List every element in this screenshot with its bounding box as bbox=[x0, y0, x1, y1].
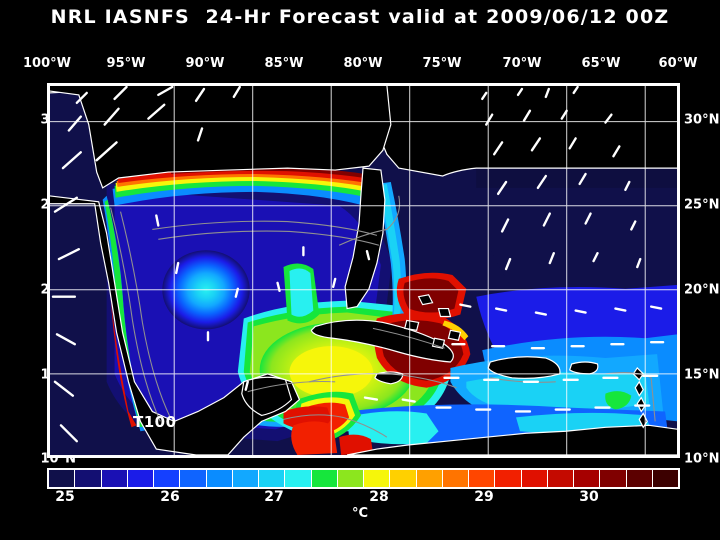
colorbar-tick-27: 27 bbox=[264, 489, 284, 505]
colorbar-cell-10 bbox=[311, 470, 338, 487]
colorbar-unit-label: °C bbox=[351, 506, 369, 521]
lat-label-right-25n: 25°N bbox=[684, 197, 720, 213]
lon-label-75w: 75°W bbox=[422, 56, 462, 71]
land-florida bbox=[344, 167, 386, 310]
colorbar-cell-5 bbox=[180, 470, 207, 487]
lon-label-95w: 95°W bbox=[106, 56, 146, 71]
colorbar-cell-20 bbox=[574, 470, 601, 487]
colorbar-cell-11 bbox=[337, 470, 364, 487]
lat-label-right-30n: 30°N bbox=[684, 112, 720, 128]
lat-label-right-10n: 10°N bbox=[684, 451, 720, 467]
current-vectors bbox=[51, 85, 665, 443]
colorbar-cell-23 bbox=[652, 470, 678, 487]
colorbar-tick-29: 29 bbox=[474, 489, 494, 505]
colorbar-cell-22 bbox=[626, 470, 653, 487]
colorbar-cell-1 bbox=[75, 470, 102, 487]
colorbar-cell-3 bbox=[127, 470, 154, 487]
landmasses bbox=[49, 85, 678, 456]
colorbar-cell-2 bbox=[101, 470, 128, 487]
lon-label-60w: 60°W bbox=[658, 56, 698, 71]
lon-label-90w: 90°W bbox=[185, 56, 225, 71]
bathymetry-contours bbox=[110, 195, 656, 438]
lon-label-100w: 100°W bbox=[23, 56, 71, 71]
colorbar-cell-19 bbox=[547, 470, 574, 487]
lon-label-70w: 70°W bbox=[502, 56, 542, 71]
colorbar-tick-30: 30 bbox=[579, 489, 599, 505]
atlantic-upper-dark bbox=[476, 169, 678, 188]
colorbar-cell-6 bbox=[206, 470, 233, 487]
land-bahamas bbox=[404, 294, 462, 349]
land-puerto-rico bbox=[568, 361, 599, 375]
panama-coast-red bbox=[339, 434, 373, 456]
colorbar-cell-14 bbox=[416, 470, 443, 487]
colorbar-cell-13 bbox=[390, 470, 417, 487]
land-us-gulf-coast bbox=[49, 85, 392, 189]
lon-label-80w: 80°W bbox=[343, 56, 383, 71]
lat-label-right-20n: 20°N bbox=[684, 282, 720, 298]
land-yucatan bbox=[241, 376, 293, 417]
colorbar-cell-16 bbox=[469, 470, 496, 487]
central-america-upwell-red bbox=[291, 421, 338, 456]
colorbar-cell-9 bbox=[285, 470, 312, 487]
colorbar-cell-4 bbox=[154, 470, 181, 487]
map-plot-area[interactable] bbox=[47, 83, 680, 458]
florida-straits-core bbox=[379, 183, 402, 330]
colorbar-cell-18 bbox=[521, 470, 548, 487]
colorbar-cell-0 bbox=[49, 470, 76, 487]
lat-label-right-15n: 15°N bbox=[684, 367, 720, 383]
colorbar-cell-17 bbox=[495, 470, 522, 487]
colorbar-cell-21 bbox=[600, 470, 627, 487]
lon-label-85w: 85°W bbox=[264, 56, 304, 71]
colorbar-cell-12 bbox=[364, 470, 391, 487]
colorbar-tick-25: 25 bbox=[55, 489, 75, 505]
bahamas-bank-edge-yellow bbox=[442, 320, 469, 341]
colorbar-cell-8 bbox=[259, 470, 286, 487]
land-south-america bbox=[346, 424, 678, 456]
gulf-west-coast-green bbox=[104, 199, 148, 428]
land-mexico-central-america bbox=[49, 195, 301, 456]
colorbar-tick-28: 28 bbox=[369, 489, 389, 505]
lon-label-65w: 65°W bbox=[581, 56, 621, 71]
sst-layers bbox=[49, 85, 678, 456]
east-caribbean-teal bbox=[466, 371, 650, 413]
atlantic-deep bbox=[476, 169, 678, 293]
colorbar-tick-26: 26 bbox=[160, 489, 180, 505]
colombia-basin-warm bbox=[347, 411, 439, 445]
map-annotation-t100: T100 bbox=[133, 413, 177, 431]
colorbar-cell-7 bbox=[232, 470, 259, 487]
bahamas-bank-darkred bbox=[403, 278, 459, 313]
page-title: NRL IASNFS 24-Hr Forecast valid at 2009/… bbox=[50, 6, 670, 28]
colorbar[interactable] bbox=[47, 468, 680, 489]
yucatan-channel-core bbox=[289, 268, 314, 317]
colorbar-cell-15 bbox=[442, 470, 469, 487]
sst-field-svg bbox=[49, 85, 678, 456]
graticule bbox=[49, 85, 678, 456]
se-caribbean-green-patch bbox=[605, 391, 632, 410]
land-cuba bbox=[310, 319, 454, 363]
